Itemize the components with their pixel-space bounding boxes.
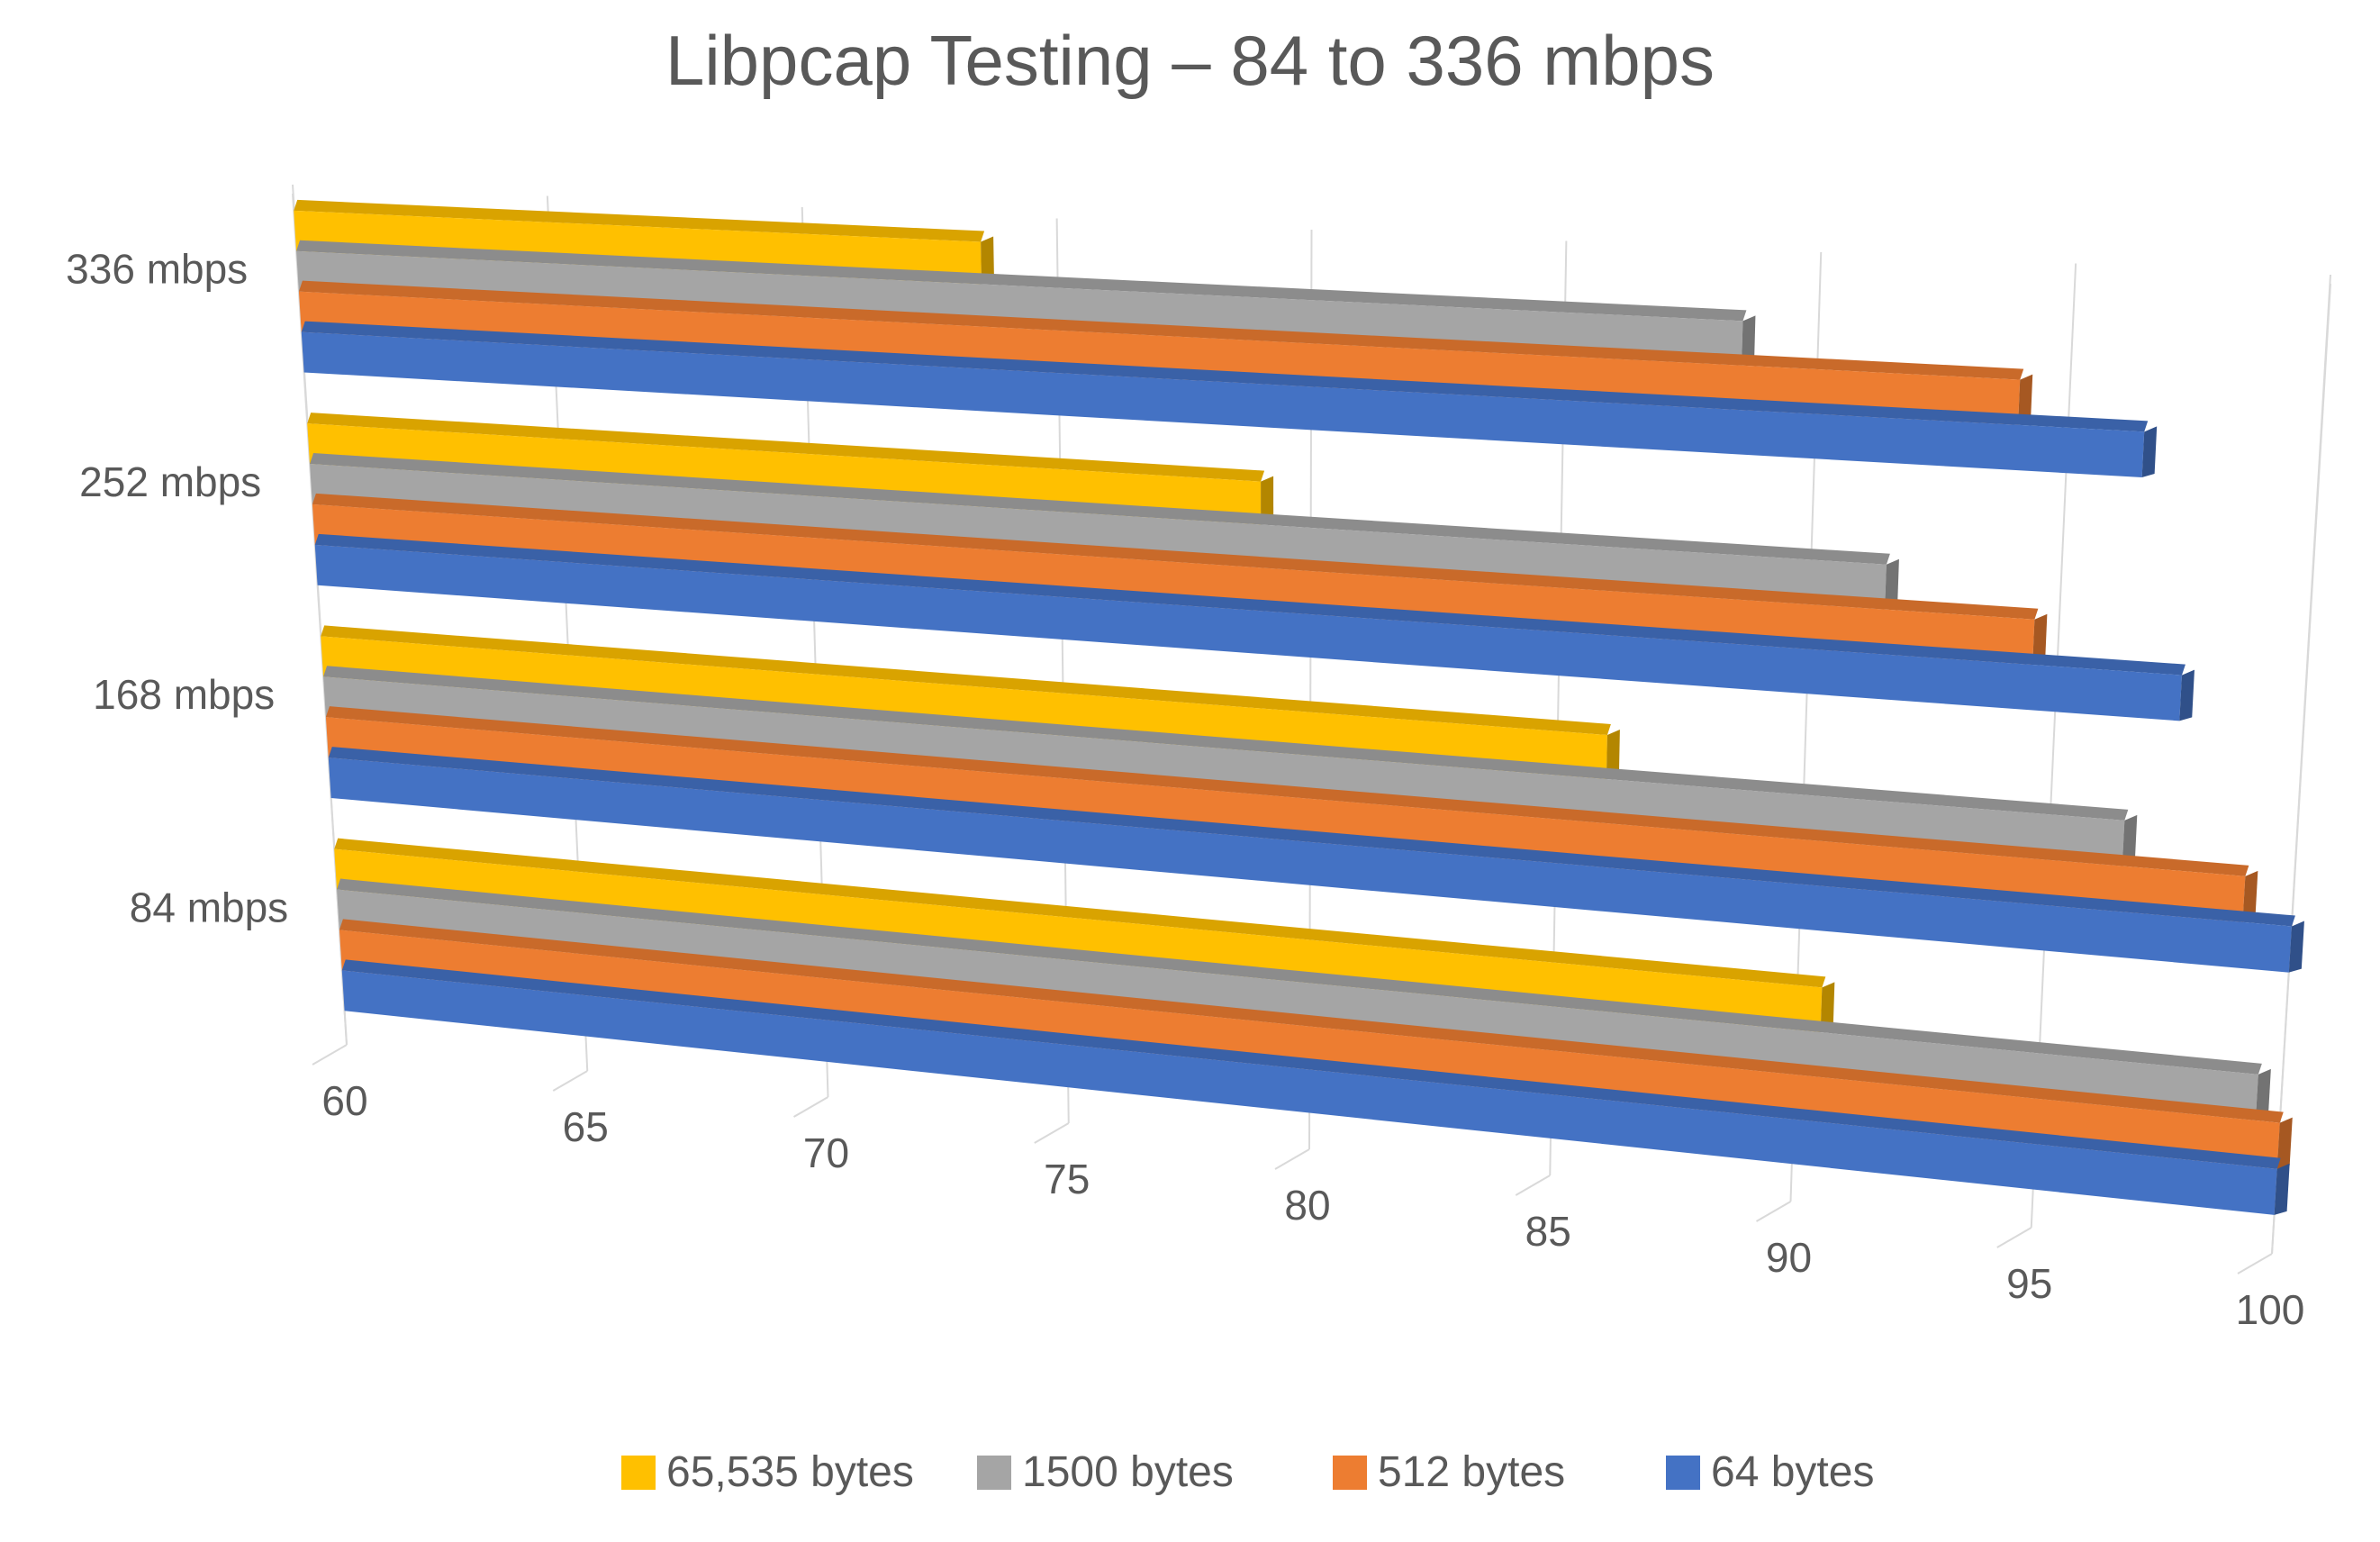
bar-top xyxy=(296,240,1747,322)
bar-top xyxy=(307,413,1265,482)
tick-label: 90 xyxy=(1766,1234,1812,1281)
tick-label: 95 xyxy=(2006,1260,2052,1307)
axis-wall-right xyxy=(2271,283,2331,1255)
bar-end xyxy=(2122,814,2138,866)
bar-top xyxy=(298,280,2024,380)
bar-end xyxy=(1820,982,1835,1033)
tick-label: 100 xyxy=(2236,1286,2305,1333)
legend-item: 512 bytes xyxy=(1333,1448,1565,1496)
axis-tick xyxy=(2237,1253,2273,1274)
bar-top xyxy=(325,706,2249,876)
axis-tick xyxy=(552,1070,588,1092)
bar-end xyxy=(1606,730,1620,779)
bar-end xyxy=(2141,426,2158,477)
category-label: 336 mbps xyxy=(66,246,248,293)
legend: 65,535 bytes 1500 bytes 512 bytes 64 bytes xyxy=(621,1448,1874,1496)
axis-tick xyxy=(1755,1201,1792,1222)
legend-swatch xyxy=(1333,1456,1367,1490)
legend-swatch xyxy=(1666,1456,1700,1490)
bar-end xyxy=(981,236,994,285)
chart-title: Libpcap Testing – 84 to 336 mbps xyxy=(665,21,1715,100)
bars xyxy=(294,199,2304,1215)
tick-label: 70 xyxy=(803,1129,849,1176)
bar-top xyxy=(314,533,2185,676)
bar-end xyxy=(1885,558,1899,610)
bar-top xyxy=(301,321,2149,432)
axis-tick xyxy=(1034,1122,1070,1144)
bar-end xyxy=(1261,476,1274,525)
bar-end xyxy=(2255,1068,2271,1120)
legend-swatch xyxy=(621,1456,656,1490)
bar-top xyxy=(323,666,2129,821)
tick-label: 85 xyxy=(1525,1208,1571,1255)
bar-face xyxy=(314,544,2182,721)
bar-top xyxy=(312,493,2039,620)
legend-swatch xyxy=(977,1456,1011,1490)
legend-item: 1500 bytes xyxy=(977,1448,1234,1496)
category-label: 168 mbps xyxy=(93,671,275,718)
bar-top xyxy=(328,747,2295,927)
axis-tick xyxy=(1515,1175,1551,1196)
bar-top xyxy=(321,625,1611,736)
tick-label: 65 xyxy=(563,1103,609,1150)
tick-label: 60 xyxy=(321,1077,367,1124)
legend-label: 65,535 bytes xyxy=(666,1448,914,1496)
bar-end xyxy=(2276,1117,2293,1169)
category-label: 84 mbps xyxy=(130,884,288,930)
bar-end xyxy=(2242,870,2258,922)
bar-face xyxy=(341,970,2277,1215)
bar-face xyxy=(301,331,2145,477)
bar-end xyxy=(2274,1163,2290,1215)
bar-top xyxy=(310,453,1890,565)
bar-top xyxy=(339,919,2284,1123)
bar-168-mbps-64-bytes xyxy=(328,747,2304,973)
bar-end xyxy=(2288,921,2304,973)
bar-top xyxy=(341,959,2281,1169)
x-axis-ticks: 60 65 70 75 80 85 90 95 100 xyxy=(321,1077,2304,1333)
legend-item: 64 bytes xyxy=(1666,1448,1874,1496)
axis-tick xyxy=(792,1096,829,1118)
axis-tick xyxy=(312,1044,348,1066)
bar-336-mbps-64-bytes xyxy=(301,321,2158,477)
tick-label: 80 xyxy=(1284,1182,1330,1229)
bar-end xyxy=(2179,669,2194,721)
bar-84-mbps-64-bytes xyxy=(341,959,2290,1215)
bar-end xyxy=(2018,374,2033,425)
legend-item: 65,535 bytes xyxy=(621,1448,914,1496)
legend-label: 1500 bytes xyxy=(1022,1448,1234,1496)
axis-tick xyxy=(1996,1227,2032,1248)
bar-252-mbps-64-bytes xyxy=(314,533,2194,721)
bar-face xyxy=(328,757,2292,973)
bar-top xyxy=(337,878,2262,1075)
bar-end xyxy=(2032,613,2048,666)
category-label: 252 mbps xyxy=(79,458,261,505)
tick-label: 75 xyxy=(1044,1156,1090,1202)
legend-label: 512 bytes xyxy=(1378,1448,1565,1496)
axis-tick xyxy=(1274,1148,1310,1170)
bar-end xyxy=(1742,315,1756,366)
legend-label: 64 bytes xyxy=(1711,1448,1874,1496)
bar-top xyxy=(294,199,985,242)
bar-top xyxy=(334,838,1826,988)
